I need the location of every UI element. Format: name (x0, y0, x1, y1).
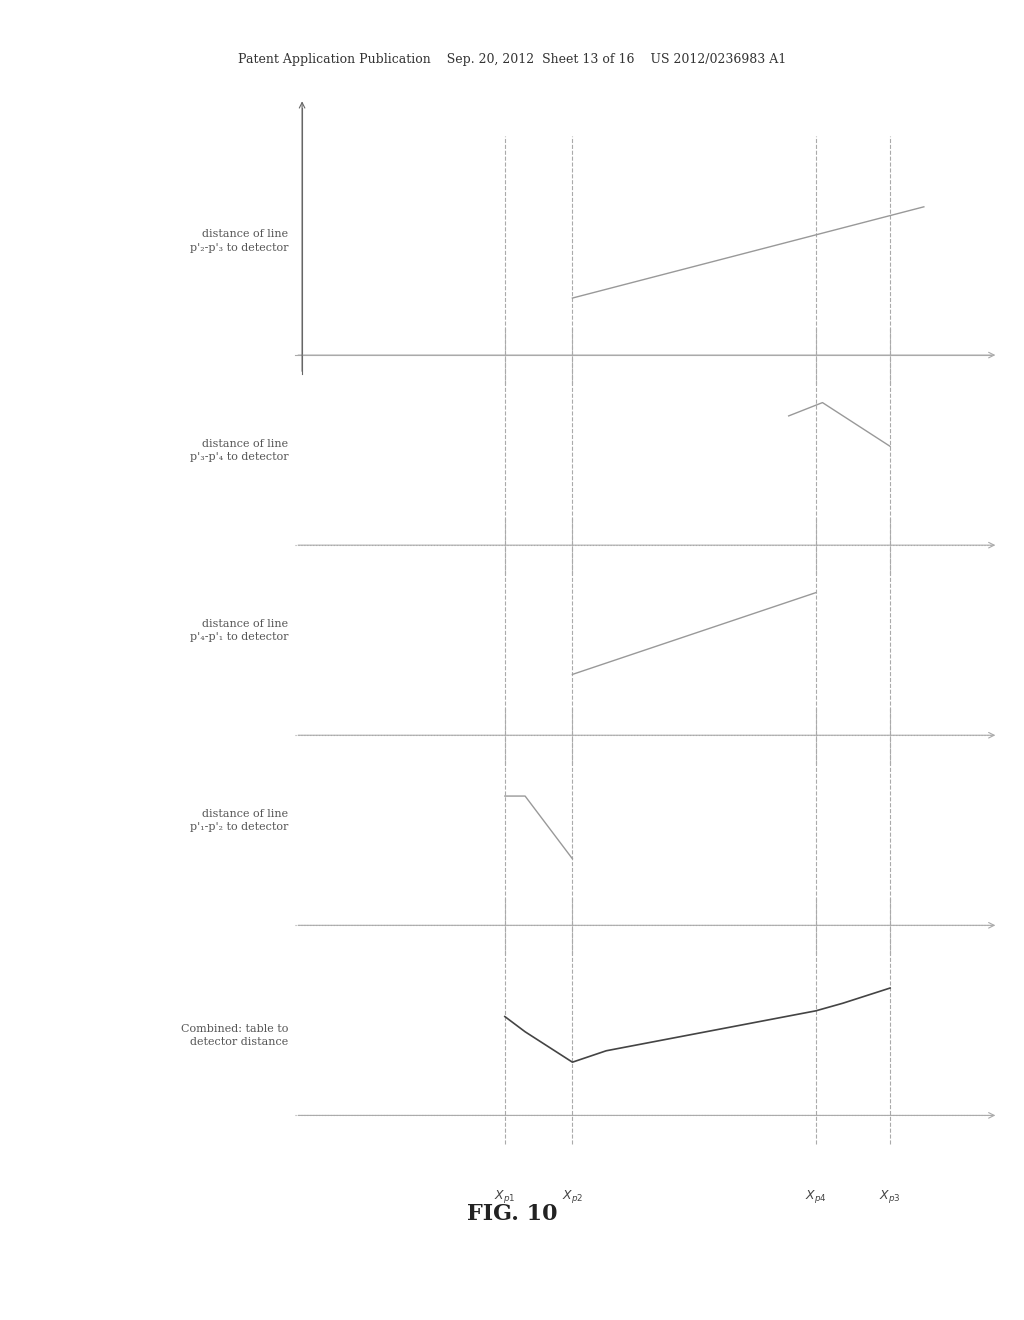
Text: $X_{p2}$: $X_{p2}$ (562, 1188, 583, 1205)
Text: $X_{p3}$: $X_{p3}$ (880, 1188, 901, 1205)
Text: $X_{p4}$: $X_{p4}$ (805, 1188, 826, 1205)
Text: Patent Application Publication    Sep. 20, 2012  Sheet 13 of 16    US 2012/02369: Patent Application Publication Sep. 20, … (238, 53, 786, 66)
Text: distance of line
p'₄-p'₁ to detector: distance of line p'₄-p'₁ to detector (190, 619, 289, 643)
Text: FIG. 10: FIG. 10 (467, 1204, 557, 1225)
Text: $X_{p1}$: $X_{p1}$ (495, 1188, 515, 1205)
Text: Combined: table to
detector distance: Combined: table to detector distance (181, 1024, 289, 1047)
Text: distance of line
p'₃-p'₄ to detector: distance of line p'₃-p'₄ to detector (189, 438, 289, 462)
Text: distance of line
p'₁-p'₂ to detector: distance of line p'₁-p'₂ to detector (190, 809, 289, 833)
Text: distance of line
p'₂-p'₃ to detector: distance of line p'₂-p'₃ to detector (190, 230, 289, 252)
